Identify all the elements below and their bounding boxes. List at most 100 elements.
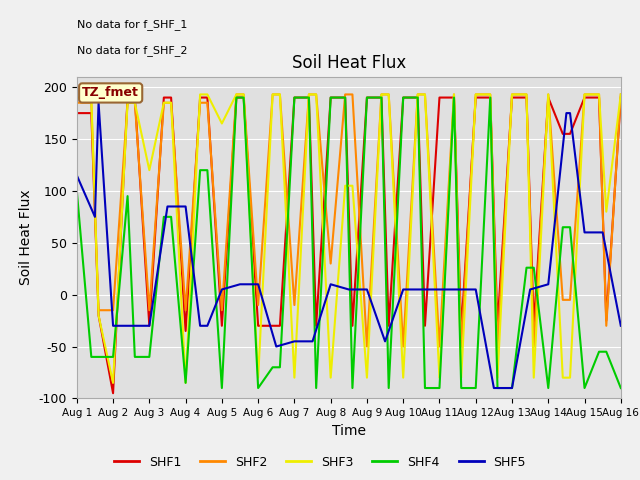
- SHF5: [472, 287, 479, 292]
- SHF4: [312, 385, 320, 391]
- SHF5: [417, 287, 425, 292]
- SHF2: [218, 307, 226, 313]
- SHF3: [559, 375, 566, 381]
- SHF2: [167, 100, 175, 106]
- SHF5: [545, 281, 552, 287]
- SHF1: [559, 131, 566, 137]
- SHF3: [595, 92, 603, 97]
- SHF3: [145, 168, 153, 173]
- SHF2: [276, 92, 284, 97]
- SHF5: [345, 287, 353, 292]
- SHF1: [109, 390, 117, 396]
- SHF2: [602, 323, 610, 329]
- SHF1: [341, 95, 349, 100]
- SHF3: [131, 100, 139, 106]
- X-axis label: Time: Time: [332, 424, 366, 438]
- SHF4: [196, 168, 204, 173]
- SHF1: [363, 95, 371, 100]
- SHF2: [421, 92, 429, 97]
- SHF3: [88, 95, 95, 100]
- SHF3: [436, 375, 444, 381]
- SHF1: [232, 95, 240, 100]
- SHF1: [414, 95, 422, 100]
- SHF4: [131, 354, 139, 360]
- SHF1: [436, 95, 444, 100]
- SHF4: [414, 95, 422, 100]
- SHF5: [566, 110, 574, 116]
- SHF3: [305, 92, 313, 97]
- SHF2: [124, 100, 131, 106]
- SHF3: [312, 92, 320, 97]
- SHF3: [269, 92, 276, 97]
- Y-axis label: Soil Heat Flux: Soil Heat Flux: [19, 190, 33, 286]
- SHF1: [472, 95, 479, 100]
- SHF2: [493, 344, 501, 349]
- SHF1: [160, 95, 168, 100]
- SHF5: [436, 287, 444, 292]
- SHF1: [196, 95, 204, 100]
- SHF2: [363, 344, 371, 349]
- SHF1: [312, 323, 320, 329]
- SHF3: [421, 92, 429, 97]
- SHF5: [599, 229, 607, 235]
- SHF5: [95, 100, 102, 106]
- SHF5: [236, 281, 244, 287]
- SHF1: [566, 131, 574, 137]
- SHF5: [218, 287, 226, 292]
- SHF2: [305, 92, 313, 97]
- SHF3: [240, 92, 248, 97]
- SHF2: [109, 307, 117, 313]
- Title: Soil Heat Flux: Soil Heat Flux: [292, 54, 406, 72]
- SHF4: [559, 224, 566, 230]
- SHF4: [617, 385, 625, 391]
- SHF5: [91, 214, 99, 220]
- Line: SHF1: SHF1: [77, 97, 621, 393]
- SHF1: [493, 323, 501, 329]
- SHF4: [341, 95, 349, 100]
- SHF2: [73, 100, 81, 106]
- SHF5: [580, 229, 588, 235]
- SHF3: [196, 92, 204, 97]
- SHF4: [269, 364, 276, 370]
- SHF5: [526, 287, 534, 292]
- SHF4: [167, 214, 175, 220]
- SHF2: [617, 92, 625, 97]
- SHF1: [73, 110, 81, 116]
- SHF4: [399, 95, 407, 100]
- SHF2: [240, 92, 248, 97]
- SHF2: [595, 92, 603, 97]
- SHF1: [218, 323, 226, 329]
- SHF3: [414, 92, 422, 97]
- SHF1: [182, 328, 189, 334]
- SHF3: [124, 100, 131, 106]
- SHF2: [160, 100, 168, 106]
- SHF4: [182, 380, 189, 386]
- SHF5: [204, 323, 211, 329]
- SHF2: [254, 302, 262, 308]
- SHF3: [363, 375, 371, 381]
- SHF3: [566, 375, 574, 381]
- SHF1: [545, 95, 552, 100]
- SHF1: [595, 95, 603, 100]
- SHF4: [291, 95, 298, 100]
- Line: SHF3: SHF3: [77, 95, 621, 383]
- SHF2: [378, 92, 385, 97]
- SHF4: [493, 385, 501, 391]
- SHF4: [363, 95, 371, 100]
- SHF3: [508, 92, 516, 97]
- SHF5: [254, 281, 262, 287]
- SHF2: [88, 100, 95, 106]
- SHF2: [414, 92, 422, 97]
- SHF3: [472, 92, 479, 97]
- SHF2: [349, 92, 356, 97]
- SHF2: [145, 307, 153, 313]
- SHF1: [327, 95, 335, 100]
- SHF1: [145, 323, 153, 329]
- SHF2: [458, 344, 465, 349]
- SHF5: [327, 281, 335, 287]
- SHF1: [523, 95, 531, 100]
- SHF3: [232, 92, 240, 97]
- SHF2: [486, 92, 494, 97]
- SHF3: [160, 100, 168, 106]
- SHF2: [269, 92, 276, 97]
